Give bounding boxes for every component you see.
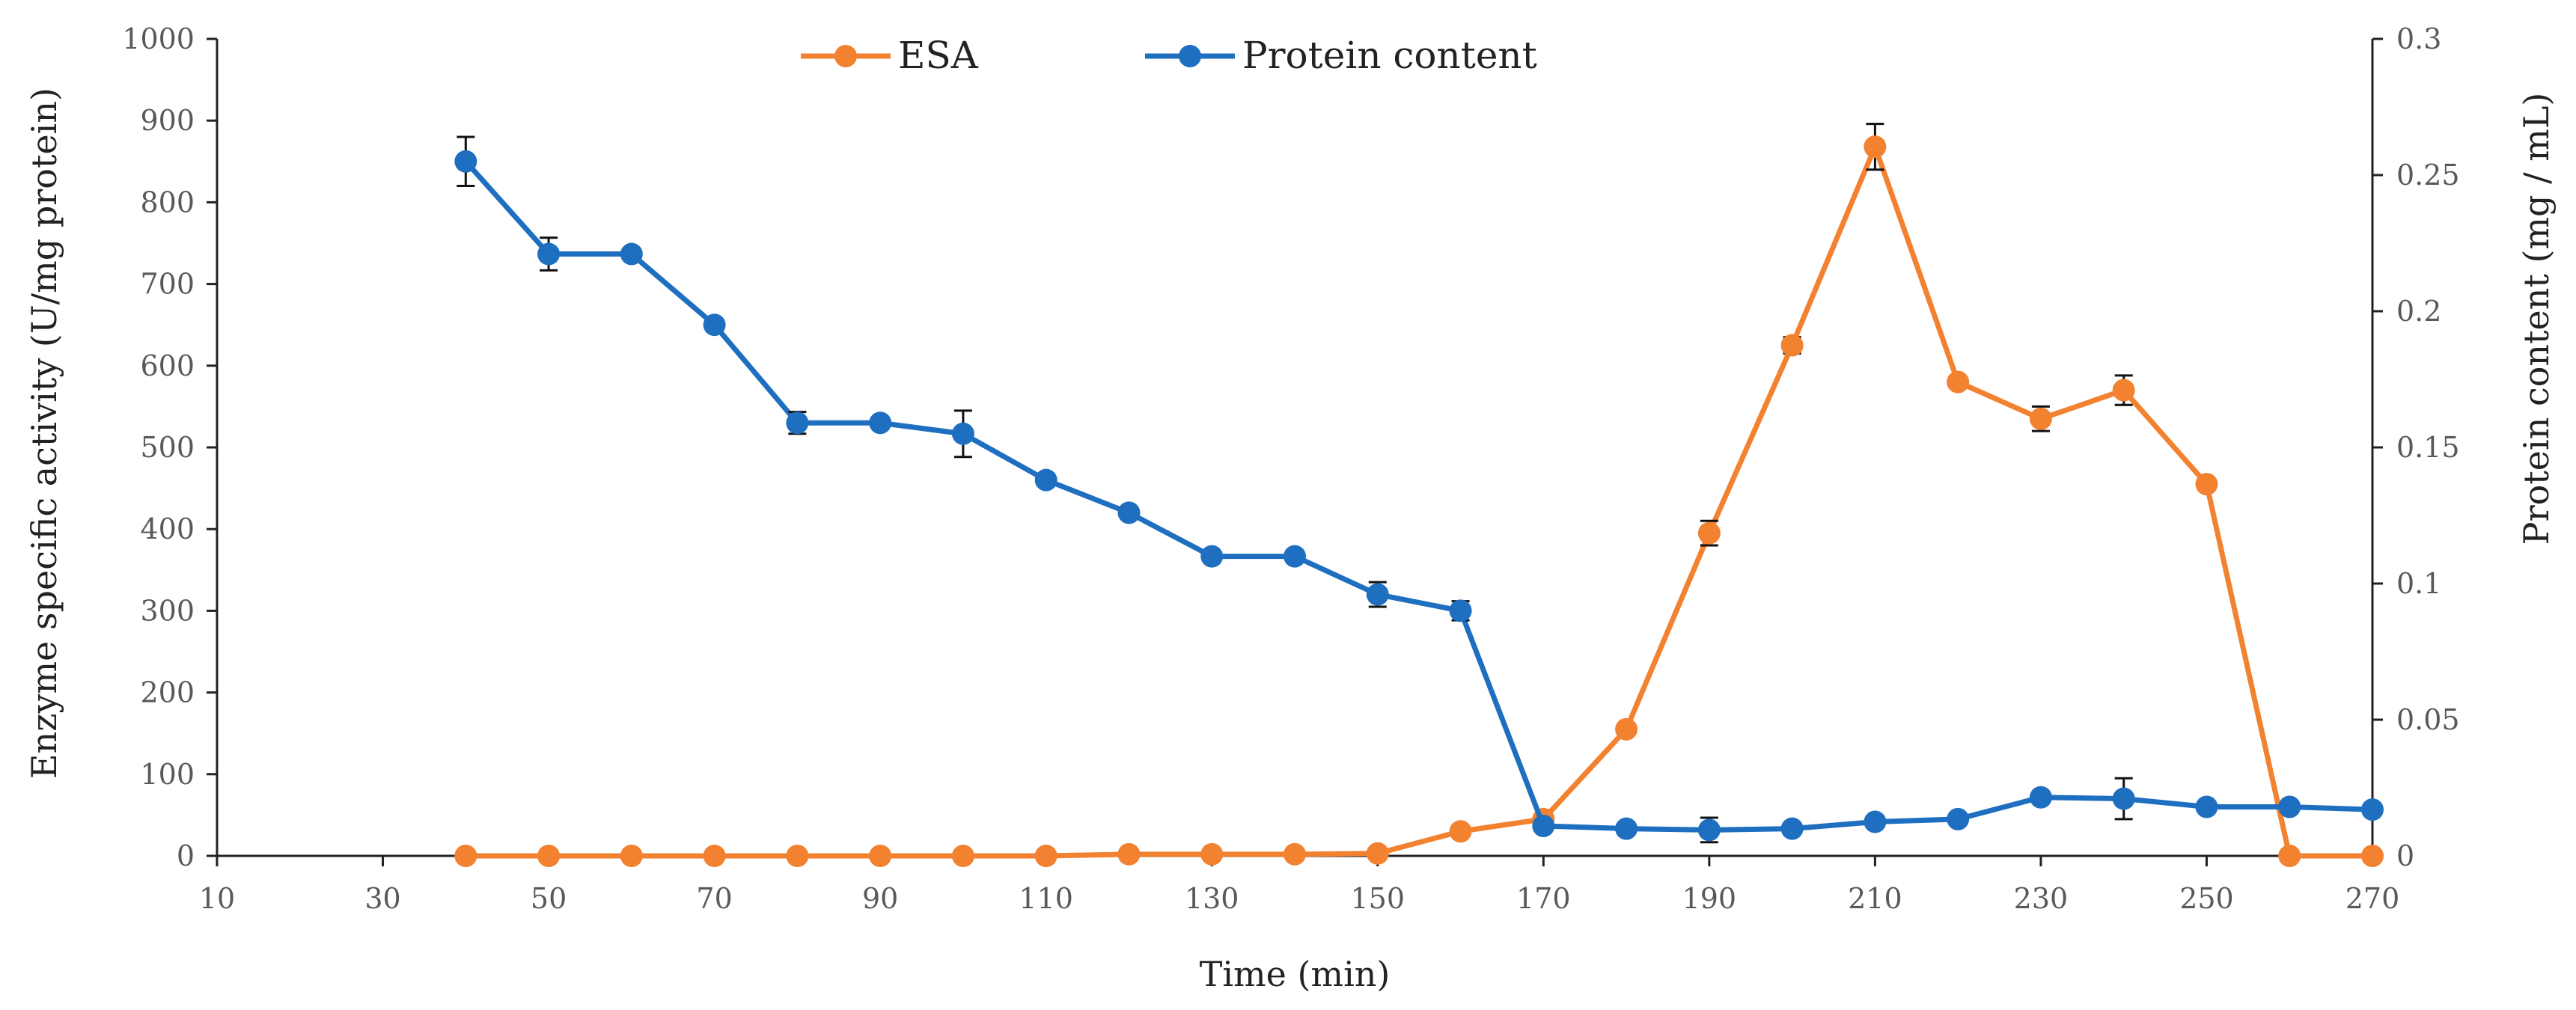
esa-data-point xyxy=(454,845,477,867)
x-tick-label: 70 xyxy=(696,882,732,915)
x-tick-label: 110 xyxy=(1019,882,1073,915)
legend-esa-swatch-marker xyxy=(834,45,857,67)
esa-data-point xyxy=(1117,842,1141,866)
esa-data-point xyxy=(2278,845,2301,867)
protein-data-point xyxy=(1864,810,1887,833)
protein-data-point xyxy=(1697,818,1721,842)
esa-data-point xyxy=(1284,842,1306,866)
legend: ESA Protein content xyxy=(801,34,1537,77)
esa-data-point xyxy=(1615,717,1638,741)
esa-data-point xyxy=(1449,820,1472,843)
protein-data-point xyxy=(2195,795,2218,818)
esa-data-point xyxy=(1200,842,1224,866)
esa-data-point xyxy=(2195,473,2218,496)
y-right-tick-label: 0.05 xyxy=(2396,703,2460,736)
x-tick-label: 190 xyxy=(1682,882,1737,915)
x-tick-label: 50 xyxy=(531,882,567,915)
esa-data-point xyxy=(1780,334,1804,357)
esa-data-point xyxy=(537,845,561,867)
esa-data-point xyxy=(1697,521,1721,545)
esa-data-point xyxy=(869,845,892,867)
protein-data-point xyxy=(951,422,974,445)
esa-data-point xyxy=(2361,845,2384,867)
y-left-tick-label: 1000 xyxy=(122,22,195,55)
protein-data-point xyxy=(869,411,892,435)
protein-data-point xyxy=(620,242,643,266)
y-left-tick-label: 400 xyxy=(140,512,195,545)
x-tick-label: 210 xyxy=(1848,882,1902,915)
x-tick-label: 170 xyxy=(1516,882,1571,915)
esa-data-point xyxy=(620,845,643,867)
y-right-tick-label: 0.3 xyxy=(2396,22,2441,55)
y-left-tick-label: 100 xyxy=(140,758,195,791)
y-right-tick-label: 0.15 xyxy=(2396,431,2460,464)
y-right-tick-label: 0.25 xyxy=(2396,159,2460,192)
esa-series-line xyxy=(463,144,2375,859)
protein-data-point xyxy=(1200,545,1224,568)
y-left-tick-label: 0 xyxy=(177,839,195,872)
x-tick-label: 130 xyxy=(1185,882,1239,915)
protein-data-point xyxy=(1034,468,1057,492)
protein-data-point xyxy=(2278,795,2301,818)
protein-data-point xyxy=(1780,817,1804,840)
series-layer xyxy=(454,123,2384,867)
y-right-tick-label: 0.1 xyxy=(2396,567,2441,600)
y-left-tick-label: 900 xyxy=(140,104,195,137)
y-left-tick-label: 700 xyxy=(140,268,195,301)
protein-data-point xyxy=(1532,814,1555,837)
legend-protein-label: Protein content xyxy=(1242,34,1537,77)
x-axis-title: Time (min) xyxy=(1200,954,1391,994)
esa-data-point xyxy=(2112,379,2135,402)
y-axis-left-title: Enzyme specific activity (U/mg protein) xyxy=(24,88,64,779)
protein-data-point xyxy=(786,411,809,435)
protein-data-point xyxy=(1366,583,1389,606)
x-tick-label: 30 xyxy=(364,882,400,915)
esa-data-point xyxy=(786,845,809,867)
protein-data-point xyxy=(2029,786,2052,809)
x-tick-label: 150 xyxy=(1351,882,1405,915)
protein-data-point xyxy=(1947,807,1970,830)
y-left-tick-label: 800 xyxy=(140,186,195,218)
protein-data-point xyxy=(454,150,477,173)
esa-data-point xyxy=(951,845,974,867)
esa-data-point xyxy=(1034,845,1057,867)
esa-data-point xyxy=(1864,135,1887,159)
x-tick-label: 10 xyxy=(199,882,235,915)
protein-data-point xyxy=(2361,798,2384,821)
x-tick-label: 250 xyxy=(2179,882,2234,915)
protein-data-point xyxy=(2112,787,2135,810)
x-tick-label: 90 xyxy=(862,882,898,915)
y-left-tick-label: 500 xyxy=(140,431,195,464)
x-tick-label: 230 xyxy=(2014,882,2069,915)
y-left-tick-label: 200 xyxy=(140,676,195,709)
protein-data-point xyxy=(1449,599,1472,622)
protein-data-point xyxy=(703,313,726,337)
y-left-tick-label: 600 xyxy=(140,349,195,382)
y-right-tick-label: 0.2 xyxy=(2396,295,2441,328)
protein-data-point xyxy=(1117,501,1141,524)
protein-series-line xyxy=(463,159,2375,833)
y-right-tick-label: 0 xyxy=(2396,839,2414,872)
x-tick-label: 270 xyxy=(2345,882,2400,915)
protein-data-point xyxy=(1284,545,1306,568)
legend-esa-label: ESA xyxy=(898,34,979,77)
protein-data-point xyxy=(537,242,561,266)
esa-data-point xyxy=(1366,842,1389,865)
esa-data-point xyxy=(2029,407,2052,430)
legend-protein-swatch-marker xyxy=(1179,45,1201,67)
protein-data-point xyxy=(1615,817,1638,840)
esa-data-point xyxy=(703,845,726,867)
y-axis-right-title: Protein content (mg / mL) xyxy=(2516,93,2557,545)
esa-data-point xyxy=(1947,370,1970,394)
y-left-tick-label: 300 xyxy=(140,594,195,627)
